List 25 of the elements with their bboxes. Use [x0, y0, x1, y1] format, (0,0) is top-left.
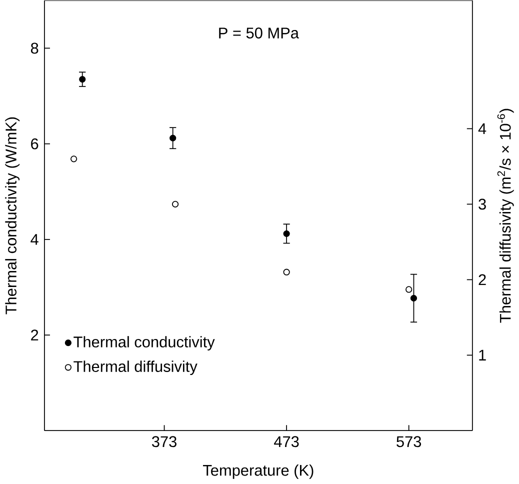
point [283, 268, 290, 276]
y2-tick-label: 3 [478, 198, 486, 210]
y-tick-label: 2 [31, 330, 38, 340]
point [410, 294, 418, 302]
point [283, 230, 290, 237]
point [406, 286, 412, 293]
point [172, 200, 179, 208]
x-tick-label: 473 [274, 436, 299, 448]
x-tick-label: 373 [152, 436, 176, 448]
y-tick-label: 4 [30, 234, 38, 245]
point [79, 76, 86, 83]
point [170, 134, 176, 142]
x-axis-title: Temperature (K) [203, 464, 314, 479]
y-axis-title: Thermal conductivity (W/mK) [5, 117, 20, 314]
y2-tick-label: 2 [478, 274, 486, 286]
x-tick-label: 573 [396, 436, 422, 448]
y-tick-label: 6 [31, 138, 38, 150]
point [70, 156, 78, 162]
annotation: P = 50 MPa [219, 28, 299, 38]
y-tick-label: 8 [30, 42, 38, 54]
y2-axis-title: Thermal diffusivity (m$^{2}$/s × 10$^{-6}$) [497, 108, 514, 323]
legend-label: Thermal conductivity [74, 336, 215, 350]
y2-tick-label: 1 [479, 350, 486, 360]
y2-tick-label: 4 [478, 123, 486, 134]
legend-label: Thermal diffusivity [74, 360, 198, 376]
